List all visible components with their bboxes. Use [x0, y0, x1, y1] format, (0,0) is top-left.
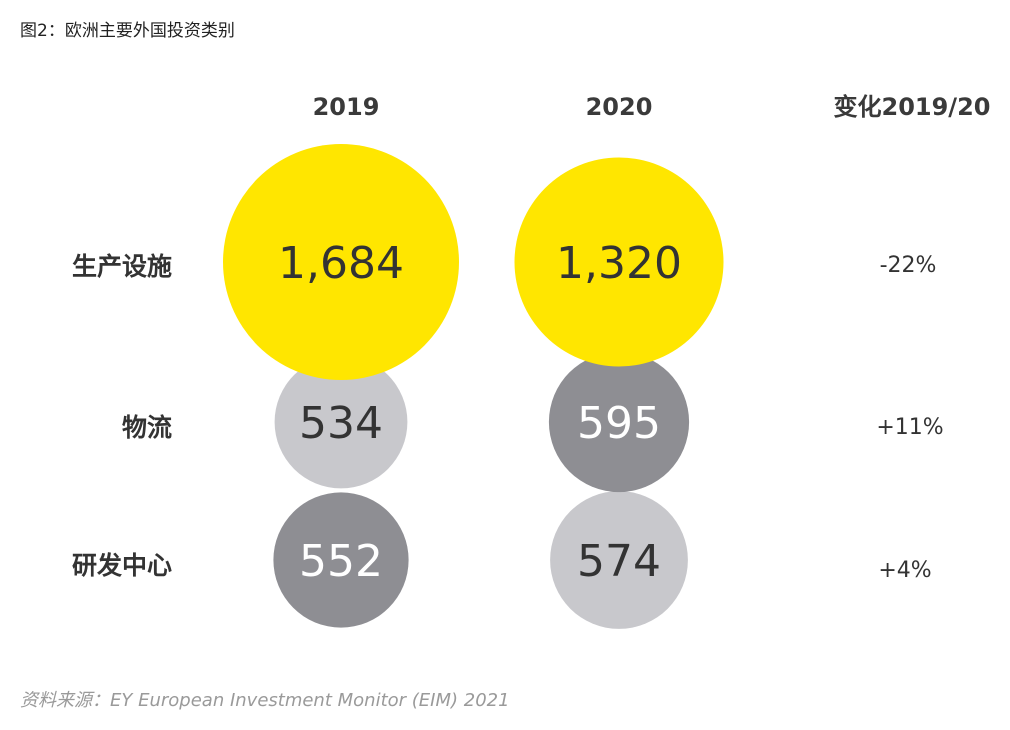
column-header-2019: 2019 — [313, 93, 380, 121]
bubbles-group: 552 574 534 595 1,684 1,320 — [223, 144, 724, 629]
bubble-rnd-2019 — [273, 492, 409, 628]
bubble-label-logistics-2020: 595 — [577, 398, 661, 449]
bubble-logistics-2019 — [274, 355, 408, 489]
bubble-label-rnd-2020: 574 — [577, 536, 661, 587]
bubble-label-logistics-2019: 534 — [299, 398, 383, 449]
row-label-logistics: 物流 — [122, 413, 172, 442]
bubble-logistics-2020 — [548, 351, 690, 493]
source-note: 资料来源：EY European Investment Monitor (EIM… — [20, 690, 510, 711]
bubble-production-2020 — [514, 157, 724, 367]
figure-title: 图2：欧洲主要外国投资类别 — [20, 21, 235, 41]
bubble-label-production-2020: 1,320 — [556, 238, 682, 289]
bubble-production-2019 — [223, 144, 459, 380]
row-label-rnd: 研发中心 — [72, 551, 172, 580]
bubble-label-rnd-2019: 552 — [299, 536, 383, 587]
change-value-production: -22% — [880, 253, 937, 278]
bubble-label-production-2019: 1,684 — [278, 238, 404, 289]
row-label-production: 生产设施 — [72, 252, 172, 281]
change-value-rnd: +4% — [878, 558, 931, 583]
change-value-logistics: +11% — [876, 415, 943, 440]
column-header-change: 变化2019/20 — [834, 93, 991, 121]
bubble-rnd-2020 — [550, 491, 688, 629]
column-header-2020: 2020 — [586, 93, 653, 121]
